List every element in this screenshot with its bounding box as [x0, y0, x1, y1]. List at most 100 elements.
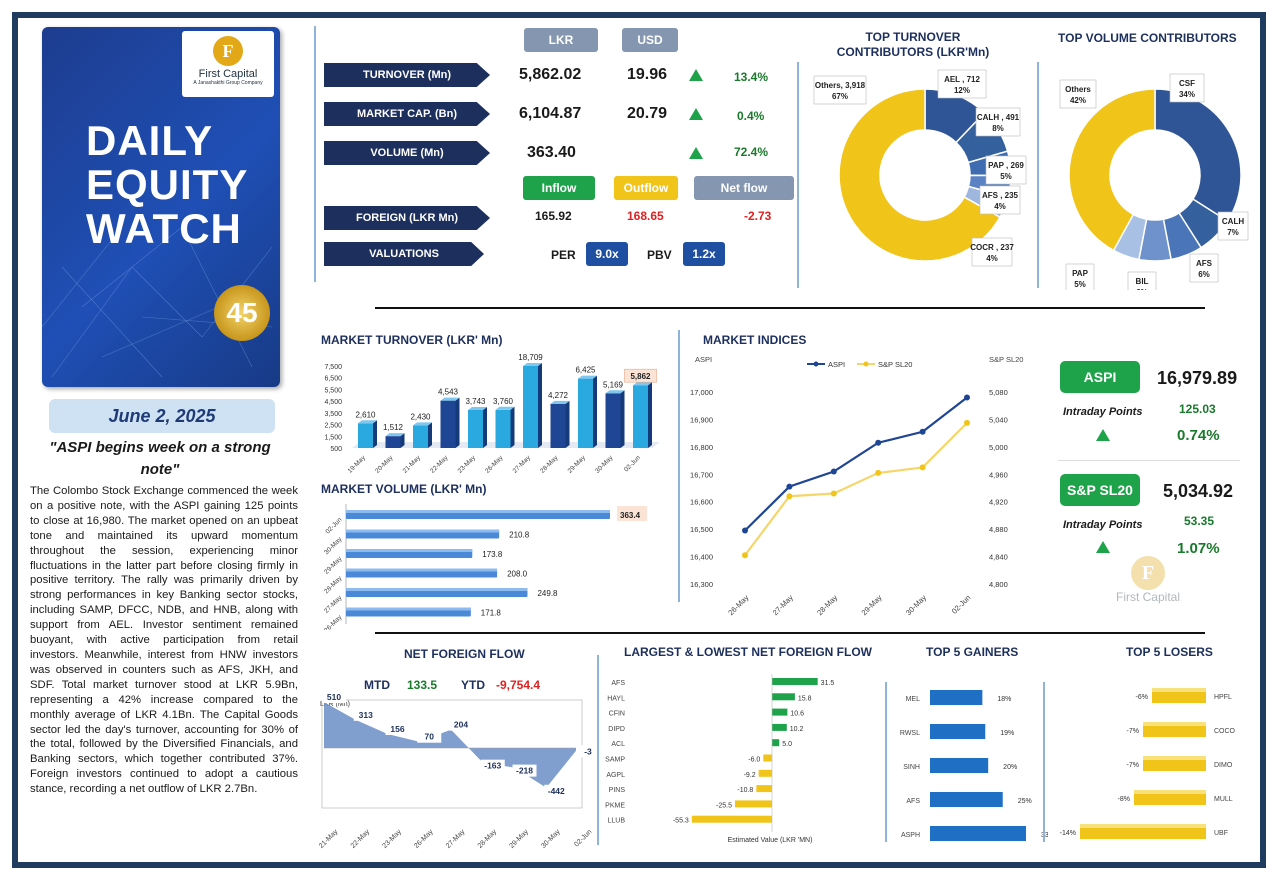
y-tick-label: 30-May: [323, 535, 344, 556]
bar-side: [428, 422, 432, 448]
label-text: 8%: [992, 124, 1004, 133]
data-label: -442: [548, 786, 565, 796]
data-label: -10.8: [737, 787, 753, 794]
y-tick-label: 26-May: [323, 613, 344, 630]
bar: [930, 792, 1003, 807]
x-tick-label: 30-May: [594, 454, 615, 475]
aspi-point: [964, 394, 970, 401]
bar: [468, 410, 483, 448]
x-tick-label: 23-May: [457, 454, 478, 475]
bar-highlight: [346, 529, 500, 533]
sl20-pct: 1.07%: [1177, 540, 1220, 557]
bar: [605, 393, 621, 448]
label-text: CSF: [1179, 79, 1195, 88]
label-box: [1189, 253, 1219, 283]
section-divider: [375, 632, 1205, 634]
label-text: AFS , 235: [982, 191, 1019, 200]
bar-top: [523, 363, 542, 366]
label-text: 4%: [986, 254, 998, 263]
label-text: 5%: [1074, 280, 1086, 289]
bar-top: [605, 390, 625, 394]
bar: [495, 409, 511, 448]
y-tick-label: 2,500: [324, 423, 342, 430]
data-label: 70: [425, 732, 435, 742]
bar-top: [358, 420, 377, 424]
data-label: 510: [327, 694, 341, 702]
y2-tick-label: 4,800: [989, 580, 1008, 589]
sl20-point: [742, 552, 748, 559]
volume-donut-title: TOP VOLUME CONTRIBUTORS: [1058, 31, 1237, 45]
mtd-value: 133.5: [407, 678, 438, 692]
ytd-label: YTD: [461, 678, 485, 692]
currency-usd-tab[interactable]: USD: [622, 28, 678, 52]
legend-marker: [863, 361, 869, 367]
mtd-label: MTD: [364, 678, 390, 692]
watermark-logo-icon: F: [1131, 556, 1165, 590]
aspi-pct: 0.74%: [1177, 427, 1220, 444]
y2-tick-label: 4,880: [989, 525, 1008, 534]
data-label: 210.8: [509, 531, 530, 540]
foreign-net: -2.73: [744, 209, 772, 223]
aspi-value: 16,979.89: [1157, 368, 1238, 388]
data-label: -6.0: [748, 757, 760, 764]
x-tick-label: 27-May: [512, 454, 533, 475]
losers-bar-chart: -6% HPFL -7% COCO -7% DIMO -8% MULL -14% UBF: [1060, 688, 1236, 839]
y-tick-label: 29-May: [323, 555, 344, 576]
donut-slice: [1068, 88, 1156, 252]
bar: [413, 425, 428, 448]
bar: [772, 693, 795, 701]
divider: [597, 655, 599, 845]
divider: [885, 682, 887, 842]
label-text: 12%: [954, 86, 970, 95]
volume-label: VOLUME (Mn): [324, 141, 490, 165]
label-text: AEL , 712: [944, 75, 980, 84]
sl20-line: [744, 422, 968, 556]
y-tick-label: 16,800: [690, 443, 713, 452]
volume-donut-chart: CSF 34% CALH 7% AFS 6% BIL 6% PAP 5% Others 42%: [1059, 73, 1249, 290]
bar: [930, 724, 986, 739]
x-tick-label: 29-May: [508, 828, 530, 850]
sl20-point: [830, 490, 837, 497]
sl20-point: [964, 419, 970, 426]
data-label: -7%: [1127, 728, 1139, 735]
sl20-points: 53.35: [1184, 514, 1215, 528]
label-box: [1169, 73, 1205, 103]
label-text: PAP , 269: [988, 161, 1024, 170]
data-label: -163: [484, 761, 501, 771]
bar-top: [468, 407, 487, 411]
y2-tick-label: 4,840: [989, 553, 1008, 562]
bar-side: [620, 390, 625, 448]
watermark-brand: First Capital: [1115, 590, 1180, 604]
data-label: 18,709: [518, 353, 543, 362]
turnover-label: TURNOVER (Mn): [324, 63, 490, 87]
foreign-outflow: 168.65: [627, 209, 664, 223]
donut-label: PAP 5%: [1065, 263, 1095, 290]
data-label: 25%: [1018, 798, 1032, 805]
data-label: 19%: [1000, 730, 1014, 737]
donut-slice: [838, 88, 1001, 262]
label-text: 42%: [1070, 96, 1086, 105]
mcap-change: 0.4%: [737, 109, 765, 123]
bar-side: [400, 433, 405, 448]
mcap-lkr: 6,104.87: [519, 105, 582, 122]
label-box: [937, 69, 987, 99]
aspi-point: [786, 483, 793, 490]
outflow-badge: Outflow: [614, 176, 678, 200]
y2-tick-label: 4,920: [989, 498, 1008, 507]
report-title: DAILY EQUITY WATCH: [86, 119, 248, 251]
donut-label: AEL , 712 12%: [937, 69, 987, 99]
sl20-point: [875, 469, 882, 476]
legend-marker: [813, 361, 819, 367]
y-tick-label: 02-Jun: [324, 516, 343, 535]
label-text: CALH , 491: [977, 113, 1020, 122]
ytd-value: -9,754.4: [496, 678, 541, 692]
label-box: [322, 694, 346, 704]
x-tick-label: 27-May: [771, 593, 795, 617]
label-box: [1217, 211, 1249, 241]
currency-lkr-tab[interactable]: LKR: [524, 28, 598, 52]
y-tick-label: 16,400: [690, 553, 713, 562]
bar-top: [385, 433, 405, 437]
y-tick-label: 16,700: [690, 470, 713, 479]
brand-tagline: A Janashakthi Group Company: [193, 80, 263, 86]
bar: [735, 800, 772, 808]
